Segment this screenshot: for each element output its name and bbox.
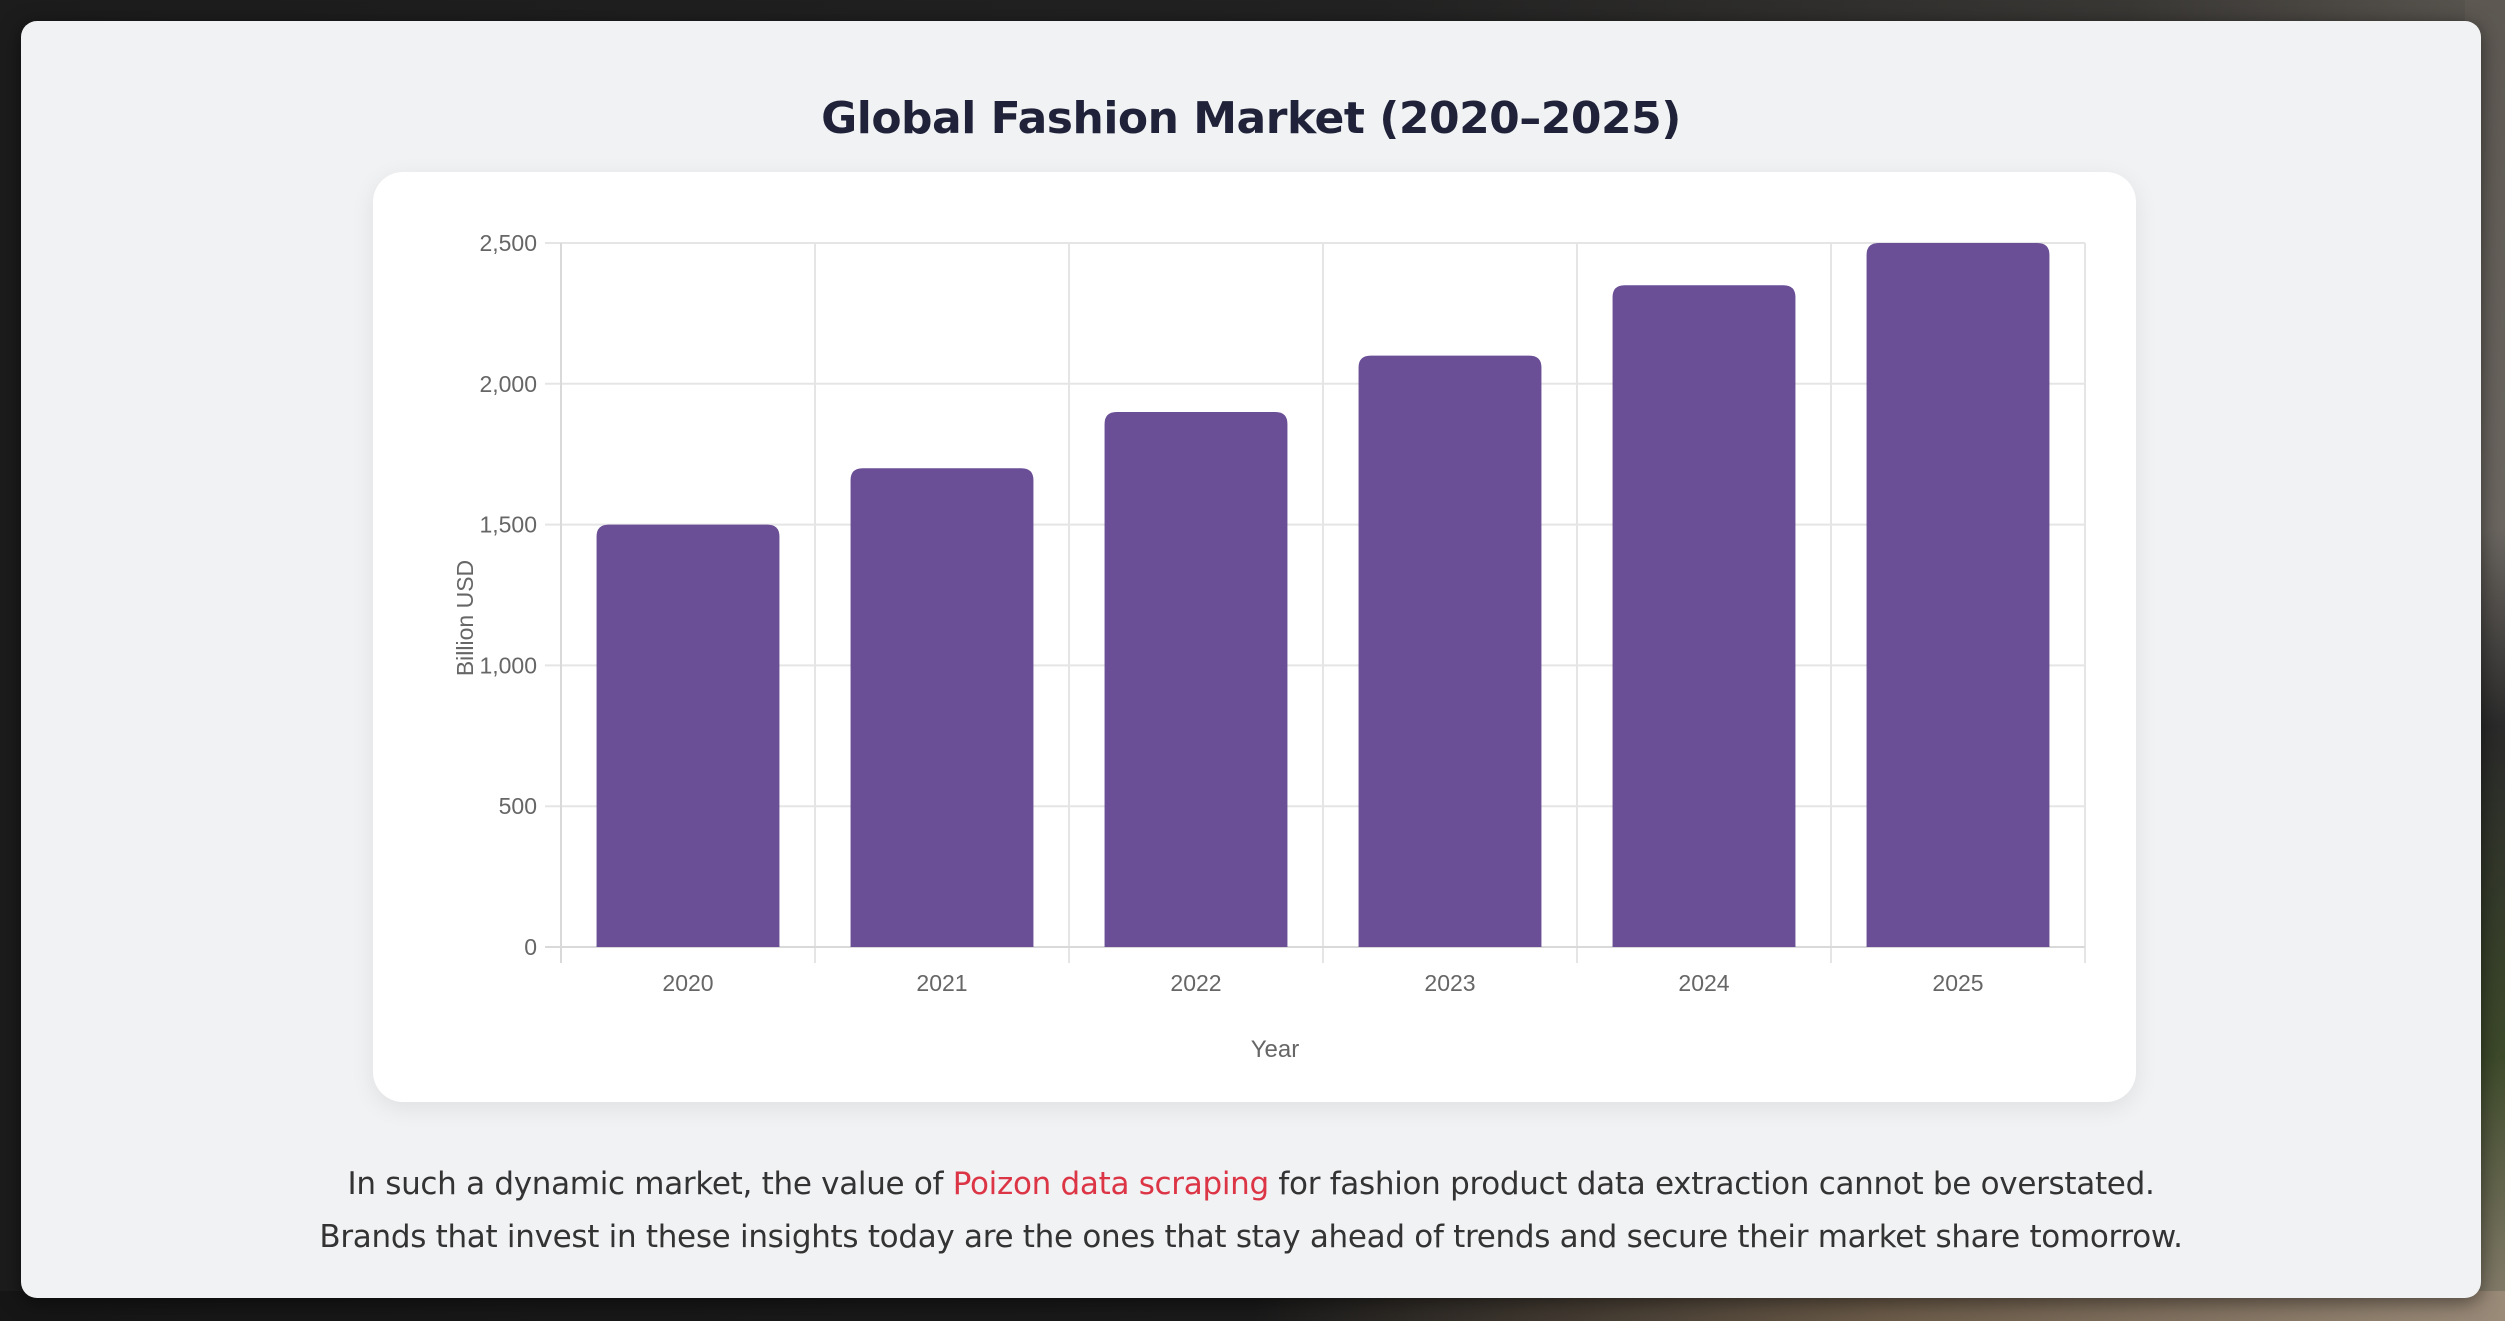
x-tick-label: 2022: [1170, 970, 1221, 996]
y-tick-label: 2,500: [479, 230, 537, 256]
x-axis-title: Year: [1251, 1036, 1300, 1063]
x-tick-label: 2020: [662, 970, 713, 996]
description-paragraph: In such a dynamic market, the value of P…: [21, 1158, 2481, 1264]
bar-2025[interactable]: [1866, 243, 2050, 947]
y-tick-label: 1,000: [479, 652, 537, 678]
bar-2022[interactable]: [1104, 411, 1288, 947]
chart-bars: [596, 243, 2050, 947]
paragraph-line-1: In such a dynamic market, the value of P…: [21, 1158, 2481, 1211]
x-tick-label: 2021: [916, 970, 967, 996]
x-tick-label: 2023: [1424, 970, 1475, 996]
poizon-data-scraping-link[interactable]: Poizon data scraping: [952, 1166, 1269, 1202]
bar-2024[interactable]: [1612, 285, 1796, 947]
y-axis-ticks: 0 500 1,000 1,500 2,000 2,500: [479, 230, 537, 960]
chart-card: 0 500 1,000 1,500 2,000 2,500 2020 2021 2022 202…: [373, 172, 2136, 1102]
content-panel: Global Fashion Market (2020–2025) 0 500 1,…: [21, 21, 2481, 1298]
paragraph-text: In such a dynamic market, the value of: [347, 1166, 953, 1202]
x-tick-label: 2024: [1678, 970, 1729, 996]
bar-2020[interactable]: [596, 524, 780, 947]
y-axis-title: Billion USD: [452, 560, 478, 676]
y-tick-label: 0: [524, 934, 537, 960]
chart-grid: [545, 242, 2086, 963]
paragraph-text: for fashion product data extraction cann…: [1268, 1166, 2155, 1202]
x-axis-ticks: 2020 2021 2022 2023 2024 2025: [662, 970, 1983, 996]
y-tick-label: 2,000: [479, 371, 537, 397]
chart-title: Global Fashion Market (2020–2025): [821, 93, 1681, 144]
y-tick-label: 500: [499, 793, 537, 819]
y-tick-label: 1,500: [479, 512, 537, 538]
bar-2021[interactable]: [850, 468, 1034, 947]
x-tick-label: 2025: [1932, 970, 1983, 996]
bar-2023[interactable]: [1358, 355, 1542, 947]
paragraph-line-2: Brands that invest in these insights tod…: [319, 1219, 2183, 1255]
